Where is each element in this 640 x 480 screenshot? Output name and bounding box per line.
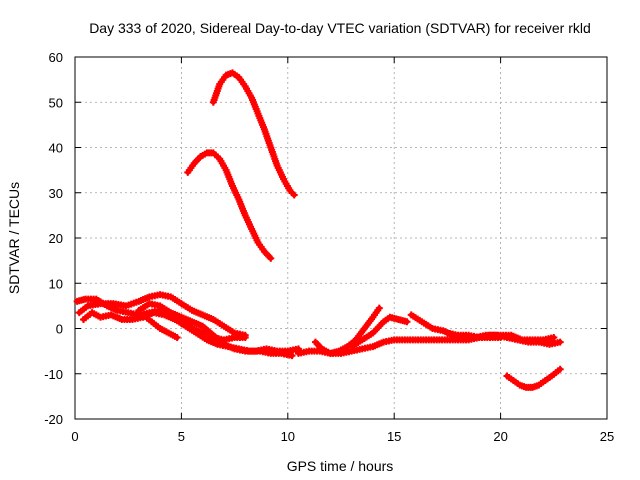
chart-title: Day 333 of 2020, Sidereal Day-to-day VTE… [89, 20, 591, 36]
x-tick-label: 25 [600, 429, 614, 444]
series-arc-6 [135, 300, 302, 355]
data-point [556, 365, 564, 373]
ticks: 0 5 10 15 20 25 -20 -10 0 10 20 30 40 50 60 [44, 50, 614, 444]
series-arc-10 [348, 313, 411, 351]
grid [75, 57, 607, 419]
series-layer [73, 69, 564, 391]
y-tick-label: 20 [49, 231, 63, 246]
data-point [375, 304, 383, 312]
x-tick-label: 15 [387, 429, 401, 444]
data-point [173, 334, 181, 342]
x-tick-label: 10 [281, 429, 295, 444]
x-axis-label: GPS time / hours [287, 458, 394, 474]
y-tick-label: -20 [44, 412, 63, 427]
y-tick-label: -10 [44, 367, 63, 382]
x-tick-label: 0 [71, 429, 78, 444]
data-point [556, 338, 564, 346]
y-tick-label: 60 [49, 50, 63, 65]
data-point [267, 254, 275, 262]
y-tick-label: 30 [49, 186, 63, 201]
data-point [403, 318, 411, 326]
series-arc-7 [139, 311, 181, 342]
series-arc-1 [209, 69, 298, 199]
y-tick-label: 50 [49, 95, 63, 110]
x-tick-label: 20 [493, 429, 507, 444]
y-tick-label: 40 [49, 141, 63, 156]
data-point [241, 331, 249, 339]
series-arc-2 [184, 149, 275, 262]
data-point [550, 334, 558, 342]
y-tick-label: 10 [49, 276, 63, 291]
series-arc-12 [443, 329, 558, 344]
data-point [290, 191, 298, 199]
series-arc-4 [75, 291, 249, 339]
data-point [288, 352, 296, 360]
y-tick-label: 0 [56, 322, 63, 337]
series-arc-13 [503, 365, 564, 391]
y-axis-label: SDTVAR / TECUs [6, 182, 22, 294]
series-arc-9 [311, 304, 383, 357]
series-arc-5 [80, 309, 296, 360]
x-tick-label: 5 [178, 429, 185, 444]
